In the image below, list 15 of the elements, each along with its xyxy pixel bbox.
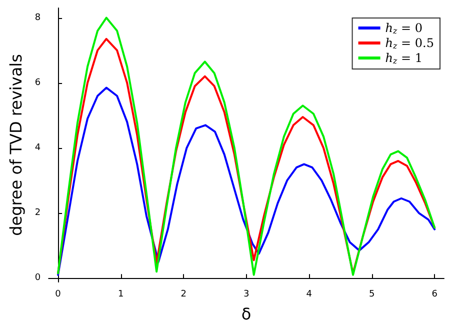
line-series <box>57 86 436 276</box>
y-tick-label: 4 <box>34 142 41 153</box>
y-axis-title: degree of TVD revivals <box>6 54 26 236</box>
y-tick-label: 2 <box>34 208 41 218</box>
y-tick-label: 6 <box>34 78 41 88</box>
x-tick-label: 1 <box>118 290 124 300</box>
x-tick-label: 0 <box>55 290 62 300</box>
x-tick-label: 2 <box>180 290 186 300</box>
x-tick-label: 3 <box>243 290 250 300</box>
y-tick-label: 8 <box>34 12 41 23</box>
x-tick-label: 5 <box>368 290 375 300</box>
x-axis-title: δ <box>241 304 252 324</box>
x-tick-label: 6 <box>432 290 438 300</box>
y-tick-label: 0 <box>34 273 41 284</box>
x-tick-label: 4 <box>306 290 312 300</box>
